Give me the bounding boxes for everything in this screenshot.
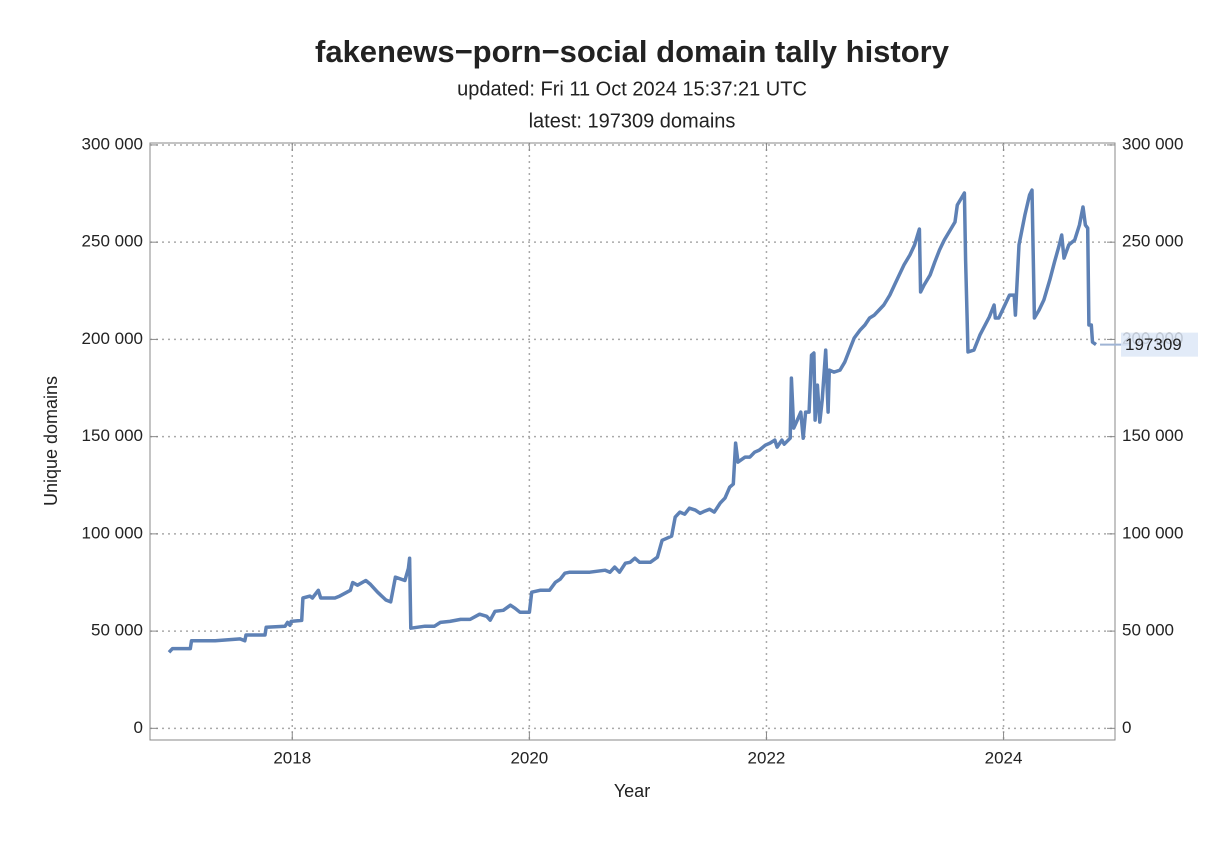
data-line — [167, 188, 1098, 654]
y-axis-label: Unique domains — [41, 376, 61, 506]
y-tick-label: 100 000 — [82, 523, 143, 542]
plot-frame — [149, 142, 1116, 741]
end-label: 197309 — [1125, 335, 1182, 354]
y2-tick-label: 0 — [1122, 718, 1131, 737]
y2-tick-label: 250 000 — [1122, 232, 1183, 251]
y-tick-label: 250 000 — [82, 232, 143, 251]
y2-tick-label: 300 000 — [1122, 134, 1183, 153]
chart-subtitle: latest: 197309 domains — [529, 110, 736, 132]
y-tick-label: 200 000 — [82, 329, 143, 348]
y-tick-label: 0 — [134, 718, 143, 737]
y2-tick-label: 100 000 — [1122, 523, 1183, 542]
x-tick-label: 2024 — [985, 748, 1023, 767]
chart-subtitle: updated: Fri 11 Oct 2024 15:37:21 UTC — [457, 78, 807, 100]
y-tick-label: 150 000 — [82, 426, 143, 445]
y2-tick-label: 50 000 — [1122, 621, 1174, 640]
chart-title: fakenews−porn−social domain tally histor… — [315, 34, 950, 69]
x-axis-label: Year — [614, 781, 650, 801]
x-tick-label: 2022 — [748, 748, 786, 767]
x-tick-label: 2020 — [510, 748, 548, 767]
y-tick-label: 50 000 — [91, 621, 143, 640]
y2-tick-label: 150 000 — [1122, 426, 1183, 445]
x-tick-label: 2018 — [273, 748, 311, 767]
y-tick-label: 300 000 — [82, 134, 143, 153]
end-label-box — [1121, 332, 1198, 357]
